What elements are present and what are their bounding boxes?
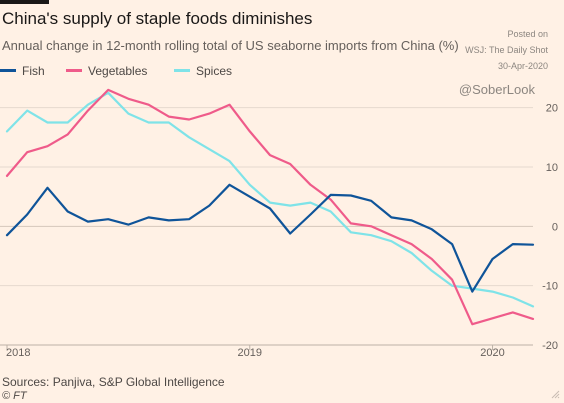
y-tick-label: -10	[542, 281, 558, 293]
copyright: © FT	[2, 390, 27, 402]
x-tick-label: 2018	[6, 347, 30, 359]
credit-publication: WSJ: The Daily Shot	[465, 45, 548, 55]
legend-label-vegetables: Vegetables	[88, 64, 148, 78]
series-line-fish	[5, 183, 535, 293]
legend-item-vegetables: Vegetables	[66, 64, 147, 78]
legend-swatch-fish	[0, 69, 16, 73]
source-note: Sources: Panjiva, S&P Global Intelligenc…	[2, 375, 225, 389]
y-tick-label: 20	[546, 103, 558, 115]
credit-posted-on: Posted on	[507, 29, 548, 39]
legend-item-spices: Spices	[174, 64, 232, 78]
chart-title: China's supply of staple foods diminishe…	[2, 9, 313, 28]
watermark: @SoberLook	[458, 82, 535, 97]
y-tick-label: -20	[542, 340, 558, 352]
x-tick-label: 2020	[480, 347, 504, 359]
y-tick-label: 0	[552, 221, 558, 233]
legend-item-fish: Fish	[0, 64, 45, 78]
y-tick-label: 10	[546, 162, 558, 174]
credit-date: 30-Apr-2020	[497, 61, 548, 71]
chart-subtitle: Annual change in 12-month rolling total …	[2, 38, 459, 53]
legend-swatch-vegetables	[66, 69, 82, 73]
title-accent-bar	[0, 0, 49, 4]
legend-label-fish: Fish	[22, 64, 45, 78]
legend-swatch-spices	[174, 69, 190, 73]
x-tick-label: 2019	[238, 347, 262, 359]
series-line-spices	[5, 91, 535, 308]
legend-label-spices: Spices	[196, 64, 233, 78]
corner-mark-icon	[551, 390, 560, 399]
series-line-vegetables	[5, 88, 535, 326]
